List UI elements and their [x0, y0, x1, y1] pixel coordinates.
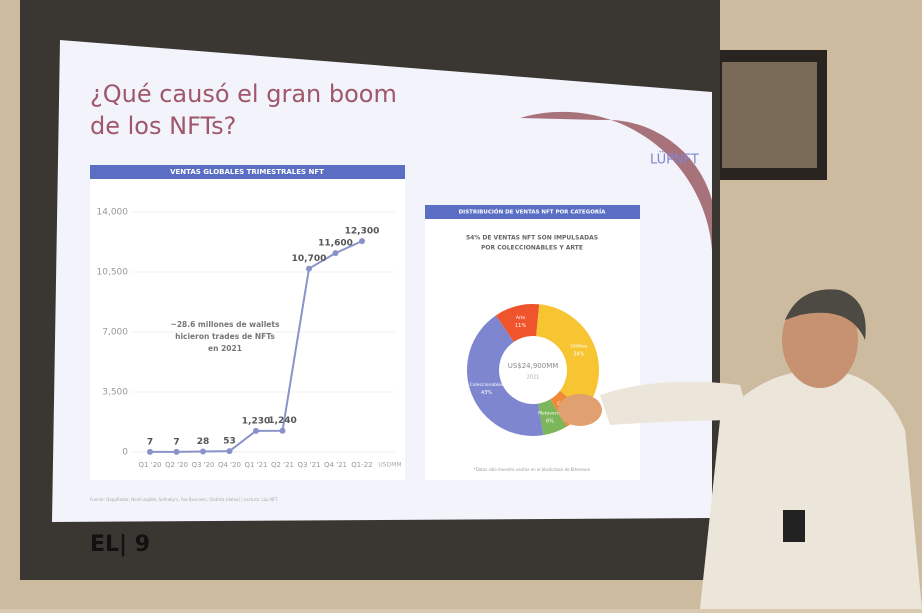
x-tick-label: Q2 '21	[271, 461, 294, 469]
data-label: 7	[147, 437, 153, 447]
data-label: 7	[173, 437, 179, 447]
y-tick-label: 14,000	[97, 208, 129, 218]
segment-name: Arte	[516, 315, 526, 321]
point	[253, 428, 259, 434]
data-label: 12,300	[345, 227, 380, 237]
segment-label: 6%	[546, 419, 554, 425]
slide-title: ¿Qué causó el gran boom	[90, 80, 397, 108]
data-label: 28	[197, 437, 210, 447]
window	[722, 62, 817, 168]
x-tick-label: Q2 '20	[165, 461, 188, 469]
point	[174, 449, 180, 455]
logo: LÜPNFT	[650, 151, 699, 168]
x-tick-label: Q1 '20	[138, 461, 161, 469]
segment-label: 43%	[481, 390, 492, 396]
donut-subtitle: 54% DE VENTAS NFT SON IMPULSADAS	[466, 235, 598, 242]
x-tick-label: Q4 '20	[218, 461, 241, 469]
point	[333, 250, 339, 256]
data-label: 1,240	[268, 416, 296, 426]
segment-label: 11%	[515, 323, 526, 329]
y-tick-label: 3,500	[102, 388, 128, 398]
annotation: hicieron trades de NFTs	[175, 332, 275, 341]
panel-header-text: DISTRIBUCIÓN DE VENTAS NFT POR CATEGORÍA	[459, 208, 607, 216]
y-tick-label: 7,000	[102, 328, 128, 338]
x-tick-label: Q4 '21	[324, 461, 347, 469]
segment-name: Utilities	[570, 344, 588, 350]
person-hand	[558, 394, 602, 426]
point	[306, 266, 312, 272]
segment-name: Coleccionables	[470, 382, 504, 388]
donut-center: US$24,900MM	[508, 362, 559, 370]
annotation: ~28.6 millones de wallets	[171, 320, 280, 329]
slide-title: de los NFTs?	[90, 112, 236, 140]
point	[280, 428, 286, 434]
data-label: 11,600	[318, 239, 353, 249]
donut-note: *Datos sólo muestra ventas en el blockch…	[474, 467, 591, 472]
data-label: 10,700	[292, 254, 327, 264]
y-tick-label: 10,500	[97, 268, 129, 278]
point	[200, 449, 206, 455]
point	[147, 449, 153, 455]
donut-center-sub: 2021	[527, 375, 540, 381]
point	[227, 448, 233, 454]
source: Fuente: DappRadar, NonFungible, Sotheby'…	[90, 497, 278, 502]
annotation: en 2021	[208, 344, 242, 353]
segment-label: 34%	[573, 352, 584, 358]
caption: EL| 9	[90, 532, 150, 557]
badge	[783, 510, 805, 542]
data-label: 1,230	[242, 416, 270, 426]
donut-subtitle: POR COLECCIONABLES Y ARTE	[481, 245, 583, 252]
scene: ¿Qué causó el gran boom de los NFTs? LÜP…	[0, 0, 922, 609]
x-tick-label: Q1 '21	[244, 461, 267, 469]
data-label: 53	[223, 437, 236, 447]
x-tick-label: Q1-22	[351, 461, 372, 469]
y-tick-label: 0	[122, 448, 128, 458]
panel-header-text: VENTAS GLOBALES TRIMESTRALES NFT	[170, 168, 324, 176]
unit: USDMM	[378, 462, 401, 469]
x-tick-label: Q3 '21	[297, 461, 320, 469]
x-tick-label: Q3 '20	[191, 461, 214, 469]
point	[359, 238, 365, 244]
